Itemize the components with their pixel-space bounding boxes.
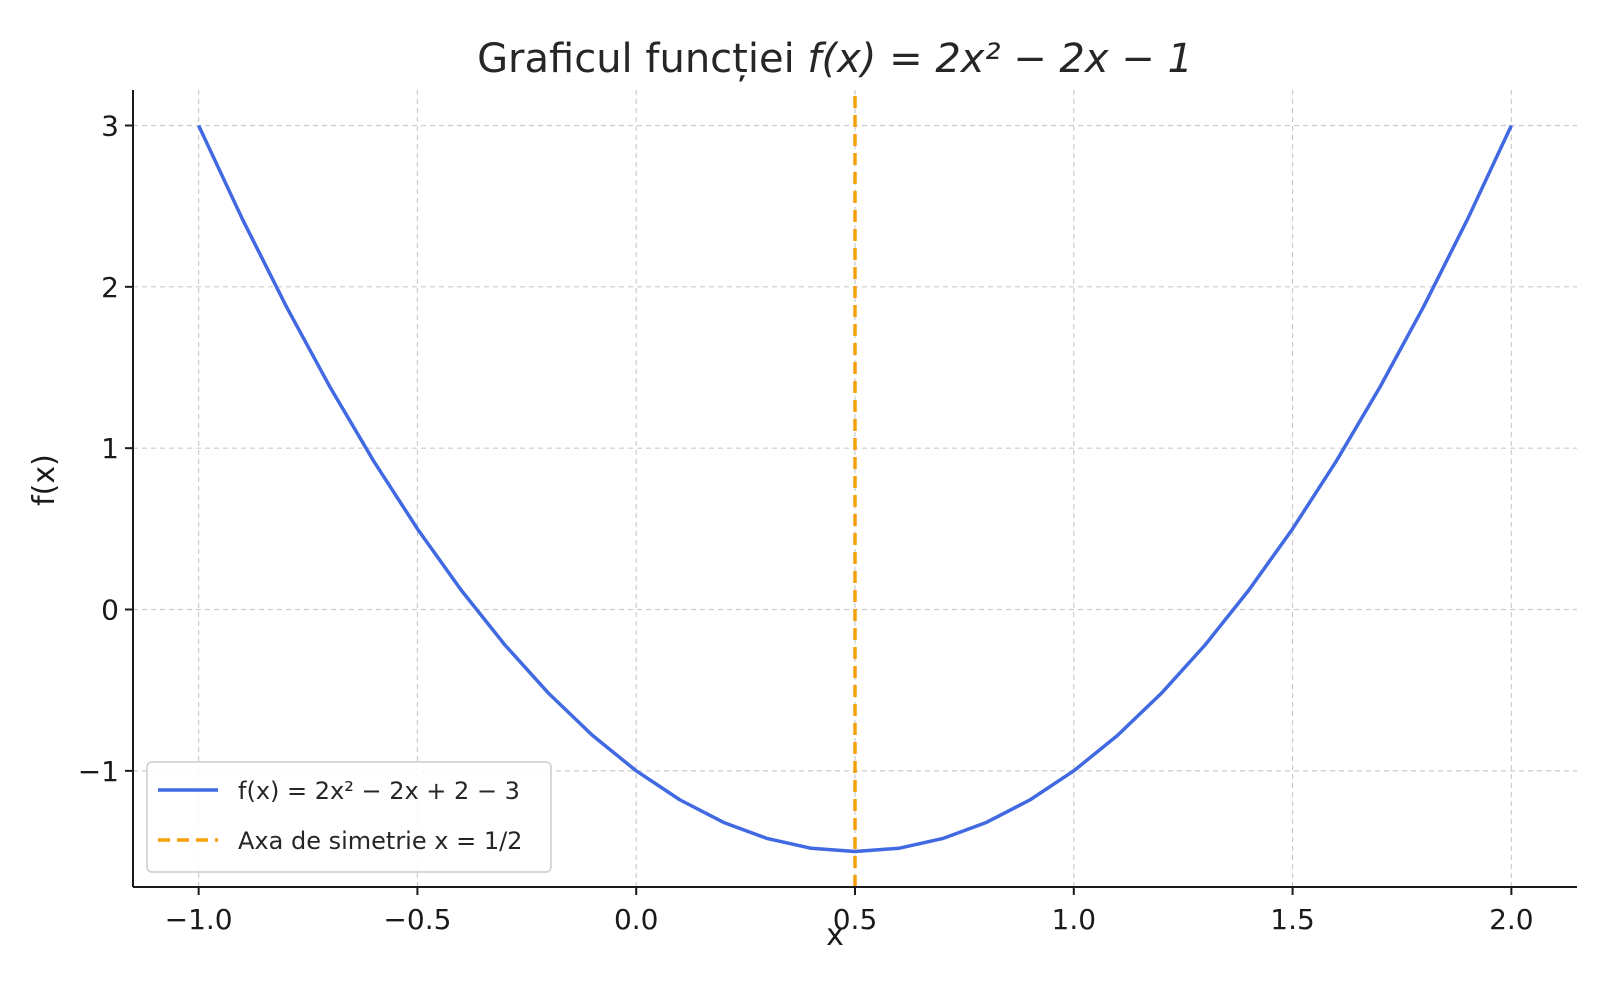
x-tick-label: −1.0 xyxy=(165,903,233,936)
legend: f(x) = 2x² − 2x + 2 − 3 Axa de simetrie … xyxy=(146,761,552,873)
plot-area xyxy=(197,90,1513,887)
legend-label-axis: Axa de simetrie x = 1/2 xyxy=(238,827,522,855)
y-tick-label: 0 xyxy=(101,594,119,627)
x-tick-label: −0.5 xyxy=(383,903,451,936)
series-line-curve xyxy=(197,124,1513,854)
y-tick-label: 3 xyxy=(101,109,119,142)
chart-title-formula: f(x) = 2x² − 2x − 1 xyxy=(807,36,1193,82)
x-tick-label: 2.0 xyxy=(1489,903,1534,936)
legend-box xyxy=(146,761,552,873)
x-axis-label: x xyxy=(826,918,844,953)
chart-title: Graficul funcției f(x) = 2x² − 2x − 1 xyxy=(477,36,1193,82)
legend-label-curve: f(x) = 2x² − 2x + 2 − 3 xyxy=(238,777,520,805)
y-tick-label: −1 xyxy=(78,755,119,788)
chart-title-prefix: Graficul funcției xyxy=(477,36,807,82)
x-tick-label: 0.5 xyxy=(833,903,878,936)
x-tick-label: 0.0 xyxy=(614,903,659,936)
y-tick-label: 2 xyxy=(101,271,119,304)
x-tick-label: 1.5 xyxy=(1270,903,1315,936)
x-tick-label: 1.0 xyxy=(1052,903,1097,936)
y-tick-label: 1 xyxy=(101,432,119,465)
y-axis-label: f(x) xyxy=(27,454,62,506)
ticks: −1.0 −0.5 0.0 0.5 1.0 1.5 2.0 −1 0 1 2 3 xyxy=(78,109,1534,936)
